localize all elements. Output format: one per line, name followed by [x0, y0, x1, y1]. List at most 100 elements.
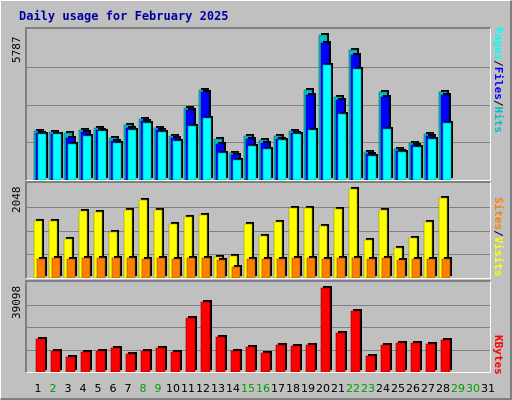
sites-bar-21: [336, 257, 346, 278]
x-tick-label-4: 4: [79, 382, 87, 395]
pages-bar-2: [52, 133, 62, 180]
pages-bar-26: [412, 146, 422, 180]
x-tick-label-6: 6: [109, 382, 117, 395]
visits-bar-1: [33, 220, 43, 278]
kbytes-bar-4: [80, 351, 91, 372]
visits-bar-22: [348, 188, 358, 278]
hits-legend-hits: Hits: [492, 106, 505, 134]
pages-bar-4: [82, 135, 92, 180]
visits-legend-sites: Sites: [492, 197, 505, 231]
x-tick-label-28: 28: [436, 382, 450, 395]
x-tick-label-31: 31: [481, 382, 495, 395]
sites-bar-26: [411, 258, 421, 278]
visits-bar-2: [48, 220, 58, 278]
kbytes-bar-20: [320, 287, 331, 372]
kbytes-bar-12: [200, 301, 211, 372]
visits-bar-20: [318, 225, 328, 278]
sites-bar-19: [306, 257, 316, 278]
visits-bar-18: [288, 207, 298, 278]
kbytes-bar-7: [125, 353, 136, 372]
visits-sites-chart: [27, 187, 490, 278]
pages-bar-23: [367, 155, 377, 180]
visits-legend-separator: /: [492, 230, 505, 237]
pages-bar-19: [307, 129, 317, 180]
pages-bar-8: [142, 122, 152, 180]
pages-bar-9: [157, 131, 167, 180]
kbytes-bar-18: [290, 345, 301, 372]
x-tick-label-10: 10: [166, 382, 180, 395]
pages-bar-1: [37, 133, 47, 180]
kbytes-bar-16: [260, 352, 271, 372]
visits-bar-5: [93, 211, 103, 278]
pages-bar-20: [322, 64, 332, 180]
x-tick-label-21: 21: [331, 382, 345, 395]
x-tick-label-1: 1: [34, 382, 42, 395]
x-tick-label-12: 12: [196, 382, 210, 395]
pages-bar-17: [277, 139, 287, 180]
visits-bar-17: [273, 221, 283, 278]
kbytes-bar-21: [335, 332, 346, 372]
visits-scale-label: 2048: [10, 186, 23, 214]
hits-files-pages-panel: [25, 27, 491, 181]
kbytes-bar-13: [215, 336, 226, 372]
x-tick-label-20: 20: [316, 382, 330, 395]
x-tick-label-17: 17: [271, 382, 285, 395]
kbytes-bar-25: [395, 342, 406, 372]
pages-bar-11: [187, 125, 197, 180]
hits-scale-label: 5787: [10, 36, 23, 64]
visits-bar-24: [378, 209, 388, 278]
kbytes-bar-27: [425, 343, 436, 372]
kbytes-legend: KBytes: [492, 335, 505, 375]
pages-bar-7: [127, 129, 137, 180]
pages-bar-14: [232, 159, 242, 180]
x-tick-label-23: 23: [361, 382, 375, 395]
x-tick-label-19: 19: [301, 382, 315, 395]
kbytes-bar-3: [65, 356, 76, 372]
kbytes-bar-9: [155, 347, 166, 372]
sites-bar-27: [426, 258, 436, 278]
kbytes-bar-19: [305, 344, 316, 372]
hits-legend-separator: /: [492, 60, 505, 67]
visits-bar-8: [138, 199, 148, 278]
x-axis-day-labels: 1 2 3 4 5 6 7 8 9 10 11 12 13 14 15 16 17 18 19 20 21 22 23 24 2…: [25, 382, 496, 396]
x-tick-label-22: 22: [346, 382, 360, 395]
kbytes-bar-2: [50, 350, 61, 372]
sites-bar-3: [66, 258, 76, 278]
x-tick-label-25: 25: [391, 382, 405, 395]
pages-bar-16: [262, 148, 272, 180]
x-tick-label-18: 18: [286, 382, 300, 395]
sites-bar-10: [171, 258, 181, 278]
hits-legend-files: Files: [492, 66, 505, 100]
sites-bar-25: [396, 259, 406, 278]
hits-legend-separator: /: [492, 99, 505, 107]
x-tick-label-30: 30: [466, 382, 480, 395]
x-tick-label-8: 8: [139, 382, 147, 395]
visits-legend-visits: Visits: [492, 236, 505, 277]
kbytes-bar-28: [440, 339, 451, 372]
sites-bar-6: [111, 257, 121, 278]
x-tick-label-26: 26: [406, 382, 420, 395]
kbytes-bar-22: [350, 310, 361, 372]
chart-title: Daily usage for February 2025: [19, 9, 229, 23]
kbytes-bar-5: [95, 350, 106, 372]
x-tick-label-15: 15: [241, 382, 255, 395]
x-tick-label-11: 11: [181, 382, 195, 395]
visits-bar-12: [198, 214, 208, 278]
x-tick-label-9: 9: [154, 382, 162, 395]
kbytes-scale-label: 39098: [10, 285, 23, 319]
x-tick-label-13: 13: [211, 382, 225, 395]
kbytes-bar-24: [380, 344, 391, 372]
pages-bar-15: [247, 145, 257, 180]
kbytes-bar-10: [170, 351, 181, 372]
sites-bar-20: [321, 258, 331, 278]
kbytes-bar-11: [185, 317, 196, 372]
hits-legend-pages: Pages: [492, 27, 505, 61]
kbytes-bar-23: [365, 355, 376, 372]
pages-bar-5: [97, 130, 107, 180]
sites-bar-5: [96, 257, 106, 278]
x-tick-label-14: 14: [226, 382, 240, 395]
sites-bar-2: [51, 257, 61, 278]
x-tick-label-3: 3: [64, 382, 72, 395]
visits-bar-9: [153, 209, 163, 278]
sites-bar-13: [216, 259, 226, 278]
